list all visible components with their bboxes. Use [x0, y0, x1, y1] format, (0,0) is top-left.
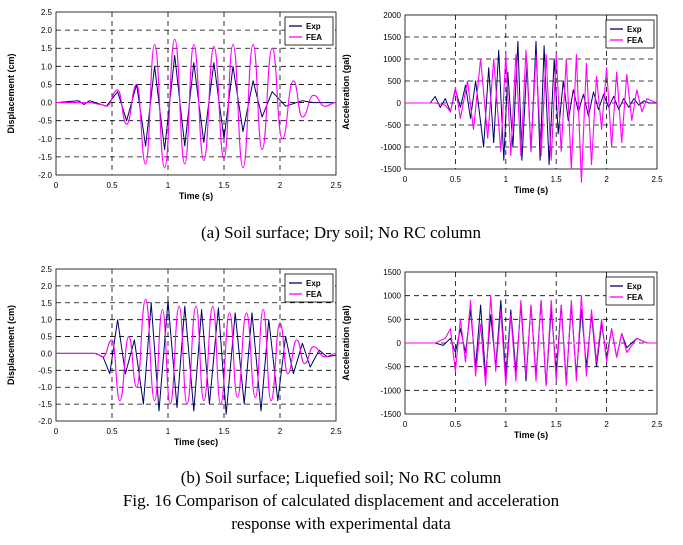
- plot-frame: [55, 11, 337, 176]
- legend-label-fea: FEA: [627, 36, 643, 45]
- x-tick-label: 0.5: [106, 181, 118, 190]
- y-tick-label: 2.0: [41, 26, 53, 35]
- x-axis-label: Time (s): [514, 430, 548, 440]
- x-tick-label: 0: [54, 181, 59, 190]
- x-tick-label: 1: [504, 420, 509, 429]
- y-axis-label: Displacement (cm): [6, 53, 16, 133]
- y-tick-label: 500: [388, 77, 402, 86]
- y-tick-label: 2.5: [41, 8, 53, 17]
- caption-b: (b) Soil surface; Liquefied soil; No RC …: [181, 468, 502, 487]
- chart-a-displacement: -2.0 -1.5 -1.0 -0.5 0.0 0.5 1.0 1.5 2.0 2.5 0 0.5 1 1…: [6, 8, 342, 201]
- legend-label-fea: FEA: [306, 290, 322, 299]
- x-tick-label: 1.5: [218, 181, 230, 190]
- y-tick-label: -2.0: [38, 417, 52, 426]
- legend-label-exp: Exp: [306, 279, 321, 288]
- y-tick-label: -500: [385, 121, 402, 130]
- y-tick-label: -1500: [381, 165, 402, 174]
- chart-b-acceleration: -1500 -1000 -500 0 500 1000 1500 0 0.5 1 1.5 2 2.5 Ti…: [341, 268, 663, 440]
- x-tick-label: 0.5: [450, 420, 462, 429]
- y-tick-label: -0.5: [38, 117, 52, 126]
- y-tick-label: 1.0: [41, 316, 53, 325]
- x-tick-label: 0.5: [450, 175, 462, 184]
- chart-b-displacement: -2.0 -1.5 -1.0 -0.5 0.0 0.5 1.0 1.5 2.0 2.5 0 0.5 1 1…: [6, 265, 342, 447]
- x-tick-label: 2: [278, 181, 283, 190]
- y-tick-label: 0.5: [41, 333, 53, 342]
- legend-label-exp: Exp: [627, 282, 642, 291]
- x-tick-label: 2: [278, 427, 283, 436]
- y-tick-label: -1.5: [38, 153, 52, 162]
- x-tick-label: 0: [54, 427, 59, 436]
- series-line-exp: [405, 40, 657, 166]
- figure-caption-line1: Fig. 16 Comparison of calculated displac…: [123, 491, 560, 510]
- y-tick-label: -1000: [381, 386, 402, 395]
- legend-label-exp: Exp: [306, 22, 321, 31]
- series-line-fea: [56, 38, 337, 169]
- y-tick-label: 2.5: [41, 265, 53, 274]
- caption-a: (a) Soil surface; Dry soil; No RC column: [201, 223, 481, 242]
- legend-label-fea: FEA: [306, 33, 322, 42]
- x-tick-label: 1.5: [551, 420, 563, 429]
- legend-box: [605, 276, 655, 306]
- y-tick-label: -500: [385, 363, 402, 372]
- y-tick-label: -0.5: [38, 366, 52, 375]
- series-line-fea: [55, 298, 337, 405]
- plot-frame: [404, 14, 658, 170]
- x-axis-label: Time (s): [514, 185, 548, 195]
- y-tick-label: -1.0: [38, 135, 52, 144]
- y-tick-label: -1.5: [38, 400, 52, 409]
- y-tick-label: 1.5: [41, 299, 53, 308]
- y-tick-label: 1.5: [41, 44, 53, 53]
- x-axis-label: Time (sec): [174, 437, 218, 447]
- legend-label-fea: FEA: [627, 293, 643, 302]
- y-tick-label: -1000: [381, 143, 402, 152]
- legend-box: [284, 273, 334, 303]
- y-tick-label: -1.0: [38, 383, 52, 392]
- y-tick-label: 1500: [383, 33, 401, 42]
- series-line-fea: [405, 49, 658, 183]
- chart-a-acceleration: -1500 -1000 -500 0 500 1000 1500 2000 0 0.5 1 1.5 2 2…: [341, 11, 663, 195]
- series-line-exp: [56, 300, 337, 415]
- x-tick-label: 1.5: [551, 175, 563, 184]
- x-tick-label: 0: [403, 420, 408, 429]
- x-tick-label: 1: [166, 181, 171, 190]
- y-tick-label: 0: [397, 339, 402, 348]
- figure-caption-line2: response with experimental data: [231, 514, 451, 533]
- y-tick-label: 1000: [383, 55, 401, 64]
- y-tick-label: 0: [397, 99, 402, 108]
- legend-label-exp: Exp: [627, 25, 642, 34]
- x-tick-label: 2: [604, 175, 609, 184]
- y-axis-label: Acceleration (gal): [341, 305, 351, 381]
- y-tick-label: 2000: [383, 11, 401, 20]
- legend-box: [284, 16, 334, 46]
- y-tick-label: 2.0: [41, 282, 53, 291]
- x-axis-label: Time (s): [179, 191, 213, 201]
- plot-frame: [55, 268, 337, 422]
- y-tick-label: -1500: [381, 410, 402, 419]
- x-tick-label: 1.5: [218, 427, 230, 436]
- y-tick-label: 0.0: [41, 99, 53, 108]
- y-tick-label: 1500: [383, 268, 401, 277]
- x-tick-label: 2.5: [651, 175, 663, 184]
- y-tick-label: 500: [388, 315, 402, 324]
- legend-box: [605, 19, 655, 49]
- x-tick-label: 2: [604, 420, 609, 429]
- y-tick-label: 0.0: [41, 349, 53, 358]
- y-tick-label: 1000: [383, 292, 401, 301]
- x-tick-label: 0: [403, 175, 408, 184]
- x-tick-label: 2.5: [330, 427, 342, 436]
- x-tick-label: 1: [166, 427, 171, 436]
- x-tick-label: 2.5: [330, 181, 342, 190]
- y-axis-label: Displacement (cm): [6, 305, 16, 385]
- y-tick-label: 0.5: [41, 80, 53, 89]
- x-tick-label: 2.5: [651, 420, 663, 429]
- x-tick-label: 0.5: [106, 427, 118, 436]
- x-tick-label: 1: [504, 175, 509, 184]
- y-tick-label: 1.0: [41, 62, 53, 71]
- y-tick-label: -2.0: [38, 171, 52, 180]
- series-line-fea: [405, 295, 657, 387]
- y-axis-label: Acceleration (gal): [341, 54, 351, 130]
